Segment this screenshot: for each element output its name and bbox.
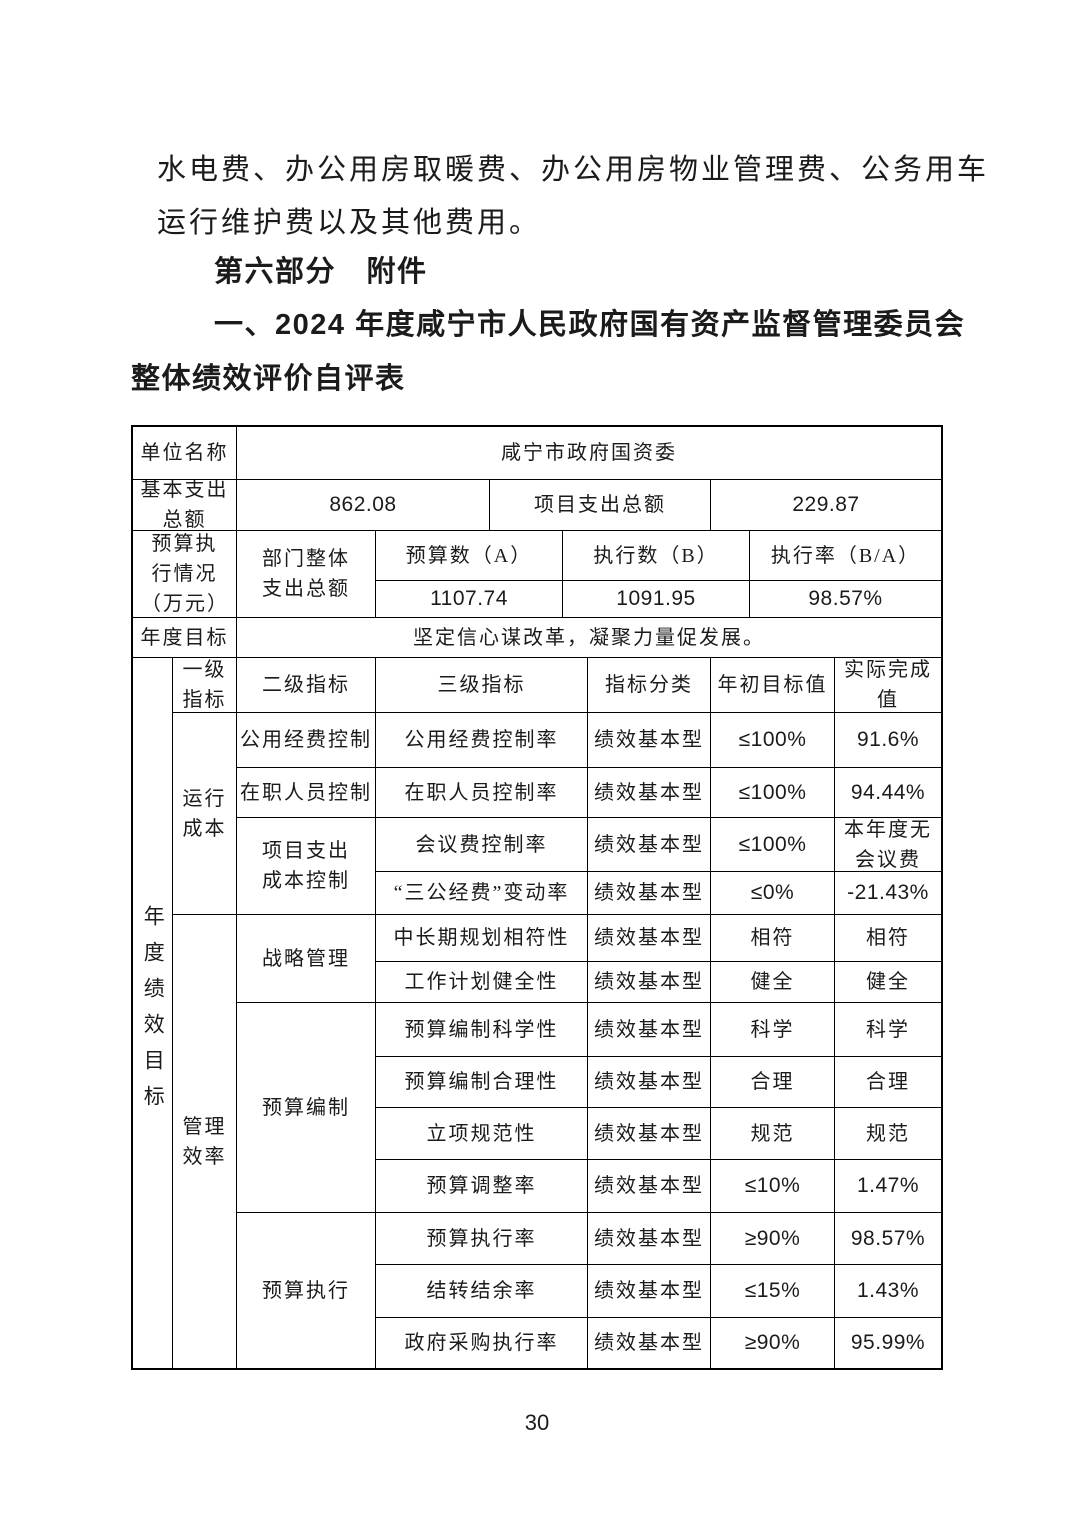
cell-l3-indicator: 工作计划健全性 xyxy=(376,962,588,1003)
cell-l3-indicator: 预算编制合理性 xyxy=(376,1057,588,1108)
cell-budget-exec-label: 预算执行情况（万元） xyxy=(133,531,237,618)
cell-indicator-class: 绩效基本型 xyxy=(588,768,711,818)
cell-unit-label: 单位名称 xyxy=(133,427,237,480)
cell-level2-strategic-management: 战略管理 xyxy=(237,915,376,1003)
cell-actual-value: 94.44% xyxy=(835,768,941,818)
cell-indicator-class: 绩效基本型 xyxy=(588,713,711,768)
header-level1-indicator: 一级指标 xyxy=(173,658,237,713)
cell-project-expense-value: 229.87 xyxy=(711,480,941,531)
cell-indicator-class: 绩效基本型 xyxy=(588,1213,711,1265)
cell-indicator-class: 绩效基本型 xyxy=(588,1057,711,1108)
cell-exec-rate-label: 执行率（B/A） xyxy=(750,531,941,581)
cell-l3-indicator: 会议费控制率 xyxy=(376,818,588,872)
cell-exec-num-value: 1091.95 xyxy=(563,581,750,618)
cell-indicator-class: 绩效基本型 xyxy=(588,962,711,1003)
cell-indicator-class: 绩效基本型 xyxy=(588,818,711,872)
section-heading: 第六部分 附件 xyxy=(214,256,428,288)
cell-target-value: ≤15% xyxy=(711,1265,835,1318)
cell-target-value: ≥90% xyxy=(711,1318,835,1368)
cell-annual-goal-value: 坚定信心谋改革，凝聚力量促发展。 xyxy=(237,618,941,658)
cell-target-value: 相符 xyxy=(711,915,835,962)
cell-actual-value: 98.57% xyxy=(835,1213,941,1265)
cell-actual-value: 91.6% xyxy=(835,713,941,768)
body-text-line-2: 运行维护费以及其他费用。 xyxy=(157,207,542,239)
cell-actual-value: 合理 xyxy=(835,1057,941,1108)
cell-l3-indicator: 在职人员控制率 xyxy=(376,768,588,818)
cell-actual-value: 1.47% xyxy=(835,1160,941,1213)
cell-actual-value: 科学 xyxy=(835,1003,941,1057)
cell-level2-budget-execution: 预算执行 xyxy=(237,1213,376,1368)
header-indicator-class: 指标分类 xyxy=(588,658,711,713)
cell-indicator-class: 绩效基本型 xyxy=(588,1108,711,1160)
cell-target-value: ≤100% xyxy=(711,818,835,872)
self-evaluation-table: 单位名称 咸宁市政府国资委 基本支出总额 862.08 项目支出总额 229.8… xyxy=(131,425,943,1370)
cell-level2-project-cost-control: 项目支出成本控制 xyxy=(237,818,376,915)
cell-budget-num-value: 1107.74 xyxy=(376,581,563,618)
cell-target-value: ≤100% xyxy=(711,768,835,818)
attachment-title-line-1: 一、2024 年度咸宁市人民政府国有资产监督管理委员会 xyxy=(214,309,966,341)
cell-l3-indicator: 结转结余率 xyxy=(376,1265,588,1318)
cell-indicator-class: 绩效基本型 xyxy=(588,1003,711,1057)
cell-target-value: 规范 xyxy=(711,1108,835,1160)
header-target-value: 年初目标值 xyxy=(711,658,835,713)
cell-project-expense-label: 项目支出总额 xyxy=(490,480,711,531)
cell-l3-indicator: 中长期规划相符性 xyxy=(376,915,588,962)
cell-l3-indicator: 政府采购执行率 xyxy=(376,1318,588,1368)
cell-basic-expense-value: 862.08 xyxy=(237,480,490,531)
cell-budget-num-label: 预算数（A） xyxy=(376,531,563,581)
cell-indicator-class: 绩效基本型 xyxy=(588,1265,711,1318)
cell-actual-value: -21.43% xyxy=(835,872,941,915)
cell-l3-indicator: 预算调整率 xyxy=(376,1160,588,1213)
cell-l3-indicator: 立项规范性 xyxy=(376,1108,588,1160)
cell-actual-value: 健全 xyxy=(835,962,941,1003)
cell-indicator-class: 绩效基本型 xyxy=(588,1160,711,1213)
cell-indicator-class: 绩效基本型 xyxy=(588,1318,711,1368)
header-actual-value: 实际完成值 xyxy=(835,658,941,713)
cell-target-value: 合理 xyxy=(711,1057,835,1108)
header-level3-indicator: 三级指标 xyxy=(376,658,588,713)
cell-l3-indicator: 预算编制科学性 xyxy=(376,1003,588,1057)
cell-actual-value: 相符 xyxy=(835,915,941,962)
cell-target-value: ≤100% xyxy=(711,713,835,768)
cell-actual-value: 规范 xyxy=(835,1108,941,1160)
cell-level2-budget-preparation: 预算编制 xyxy=(237,1003,376,1213)
cell-l3-indicator: “三公经费”变动率 xyxy=(376,872,588,915)
cell-annual-goal-label: 年度目标 xyxy=(133,618,237,658)
header-level2-indicator: 二级指标 xyxy=(237,658,376,713)
cell-exec-num-label: 执行数（B） xyxy=(563,531,750,581)
cell-level1-management-efficiency: 管理效率 xyxy=(173,915,237,1368)
cell-level2-public-fund-control: 公用经费控制 xyxy=(237,713,376,768)
cell-indicator-class: 绩效基本型 xyxy=(588,915,711,962)
cell-actual-value: 本年度无会议费 xyxy=(835,818,941,872)
cell-actual-value: 1.43% xyxy=(835,1265,941,1318)
cell-dept-total-label: 部门整体支出总额 xyxy=(237,531,376,618)
cell-basic-expense-label: 基本支出总额 xyxy=(133,480,237,531)
cell-l3-indicator: 预算执行率 xyxy=(376,1213,588,1265)
cell-target-value: 科学 xyxy=(711,1003,835,1057)
cell-level1-operating-cost: 运行成本 xyxy=(173,713,237,915)
cell-target-value: 健全 xyxy=(711,962,835,1003)
cell-indicator-class: 绩效基本型 xyxy=(588,872,711,915)
cell-annual-performance-goal-label: 年度绩效目标 xyxy=(133,658,173,1368)
page-number: 30 xyxy=(524,1410,550,1435)
cell-actual-value: 95.99% xyxy=(850,1331,926,1355)
cell-exec-rate-value: 98.57% xyxy=(750,581,941,618)
cell-unit-value: 咸宁市政府国资委 xyxy=(237,427,941,480)
cell-level2-staff-control: 在职人员控制 xyxy=(237,768,376,818)
cell-l3-indicator: 公用经费控制率 xyxy=(376,713,588,768)
cell-target-value: ≤0% xyxy=(711,872,835,915)
cell-target-value: ≥90% xyxy=(711,1213,835,1265)
cell-target-value: ≤10% xyxy=(711,1160,835,1213)
body-text-line-1: 水电费、办公用房取暖费、办公用房物业管理费、公务用车 xyxy=(157,154,990,186)
attachment-title-line-2: 整体绩效评价自评表 xyxy=(131,363,406,395)
